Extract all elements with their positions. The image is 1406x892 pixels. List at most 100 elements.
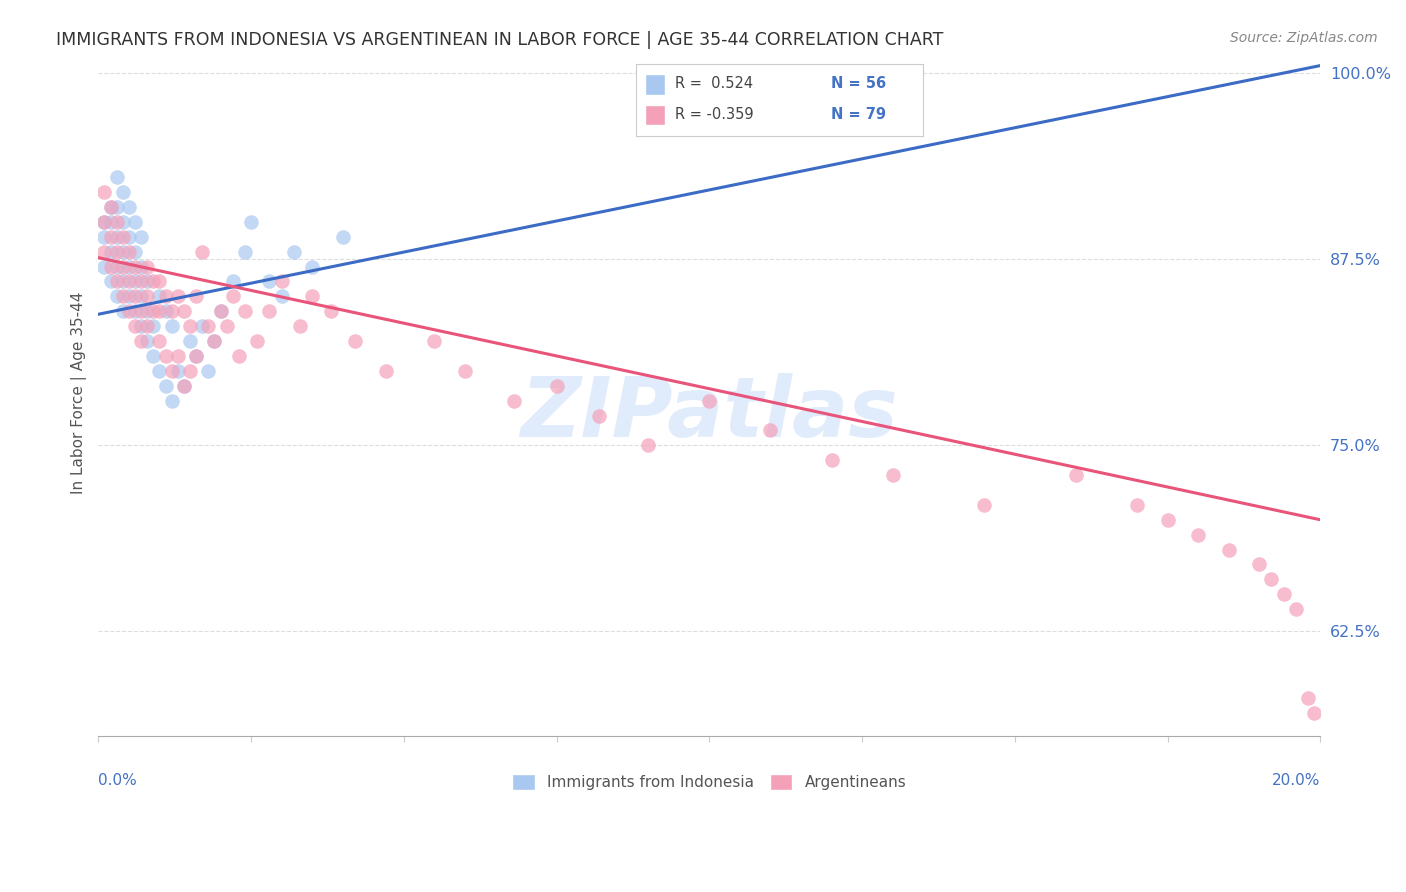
Point xyxy=(105,200,128,214)
Point xyxy=(142,275,165,289)
Point xyxy=(100,200,122,214)
Point xyxy=(184,289,207,303)
Point xyxy=(160,393,183,408)
Point xyxy=(111,185,134,199)
Point xyxy=(111,275,134,289)
Point xyxy=(197,364,219,378)
Point xyxy=(270,275,292,289)
Point xyxy=(105,244,128,259)
Point xyxy=(246,334,269,348)
Point xyxy=(197,319,219,334)
Point xyxy=(184,349,207,363)
Point xyxy=(820,453,842,467)
Point xyxy=(209,304,232,318)
Legend: Immigrants from Indonesia, Argentineans: Immigrants from Indonesia, Argentineans xyxy=(506,768,912,797)
Text: 0.0%: 0.0% xyxy=(98,773,138,789)
Point xyxy=(882,468,904,483)
Point xyxy=(1285,602,1308,616)
Point xyxy=(222,289,245,303)
Point xyxy=(1187,527,1209,541)
Point xyxy=(222,275,245,289)
Point xyxy=(454,364,477,378)
Point xyxy=(637,438,659,452)
Point xyxy=(142,319,165,334)
Point xyxy=(973,498,995,512)
Point xyxy=(759,424,782,438)
Point xyxy=(100,275,122,289)
Point xyxy=(136,289,159,303)
Text: IMMIGRANTS FROM INDONESIA VS ARGENTINEAN IN LABOR FORCE | AGE 35-44 CORRELATION : IMMIGRANTS FROM INDONESIA VS ARGENTINEAN… xyxy=(56,31,943,49)
Point xyxy=(228,349,250,363)
Point xyxy=(332,229,354,244)
Point xyxy=(1272,587,1295,601)
Point xyxy=(105,229,128,244)
Point xyxy=(204,334,226,348)
Point xyxy=(1064,468,1087,483)
Point xyxy=(142,304,165,318)
Point xyxy=(129,275,152,289)
Point xyxy=(111,304,134,318)
Point xyxy=(136,260,159,274)
Point xyxy=(374,364,396,378)
Point xyxy=(148,275,170,289)
Point xyxy=(111,289,134,303)
Point xyxy=(160,319,183,334)
Point xyxy=(148,304,170,318)
Text: 20.0%: 20.0% xyxy=(1272,773,1320,789)
Point xyxy=(301,289,323,303)
Point xyxy=(166,289,188,303)
Point xyxy=(124,289,146,303)
Point xyxy=(124,319,146,334)
Point xyxy=(179,364,201,378)
Point xyxy=(105,289,128,303)
Point xyxy=(111,244,134,259)
Point xyxy=(288,319,311,334)
Point xyxy=(105,170,128,185)
Point xyxy=(118,200,141,214)
Point xyxy=(148,289,170,303)
Point xyxy=(160,304,183,318)
Point xyxy=(1260,572,1282,586)
Point xyxy=(283,244,305,259)
Point xyxy=(93,215,115,229)
Point xyxy=(129,260,152,274)
Point xyxy=(111,215,134,229)
Point xyxy=(148,364,170,378)
Point xyxy=(1296,691,1319,706)
Point xyxy=(1126,498,1149,512)
Point xyxy=(136,304,159,318)
Point xyxy=(93,260,115,274)
Point xyxy=(118,289,141,303)
Point xyxy=(105,260,128,274)
Point xyxy=(100,260,122,274)
Point xyxy=(173,378,195,392)
Point xyxy=(155,289,177,303)
Point xyxy=(423,334,446,348)
Point xyxy=(160,364,183,378)
Point xyxy=(343,334,366,348)
Point xyxy=(93,244,115,259)
Y-axis label: In Labor Force | Age 35-44: In Labor Force | Age 35-44 xyxy=(72,292,87,494)
Point xyxy=(93,185,115,199)
Point xyxy=(93,229,115,244)
Point xyxy=(191,319,214,334)
Point xyxy=(204,334,226,348)
Point xyxy=(111,260,134,274)
Point xyxy=(118,244,141,259)
Point xyxy=(179,319,201,334)
Point xyxy=(100,215,122,229)
Point xyxy=(173,304,195,318)
Point xyxy=(155,304,177,318)
Point xyxy=(1156,513,1178,527)
Point xyxy=(118,304,141,318)
Point xyxy=(1303,706,1326,721)
Point xyxy=(209,304,232,318)
Point xyxy=(124,275,146,289)
Point xyxy=(105,215,128,229)
Point xyxy=(124,260,146,274)
Point xyxy=(191,244,214,259)
Point xyxy=(502,393,524,408)
Point xyxy=(124,215,146,229)
Point xyxy=(166,349,188,363)
Point xyxy=(136,275,159,289)
